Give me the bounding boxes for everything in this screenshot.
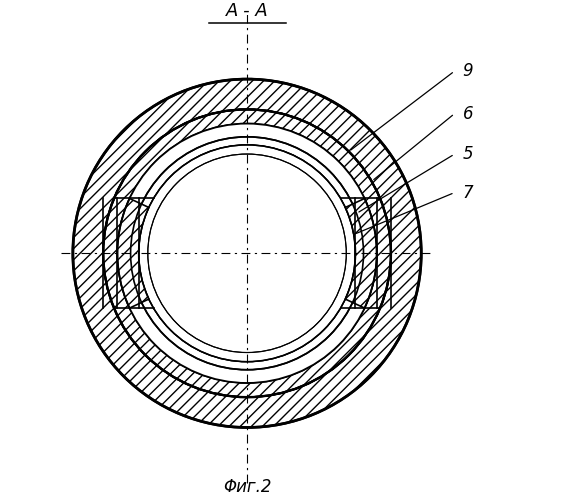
Wedge shape (345, 198, 377, 308)
Text: 6: 6 (463, 104, 473, 122)
Text: 9: 9 (463, 62, 473, 80)
Circle shape (138, 145, 355, 362)
Text: A - A: A - A (225, 2, 268, 21)
Wedge shape (118, 198, 149, 308)
Circle shape (148, 154, 346, 352)
Text: 7: 7 (463, 184, 473, 202)
Text: Φиг.2: Φиг.2 (223, 478, 271, 496)
Text: 5: 5 (463, 145, 473, 163)
